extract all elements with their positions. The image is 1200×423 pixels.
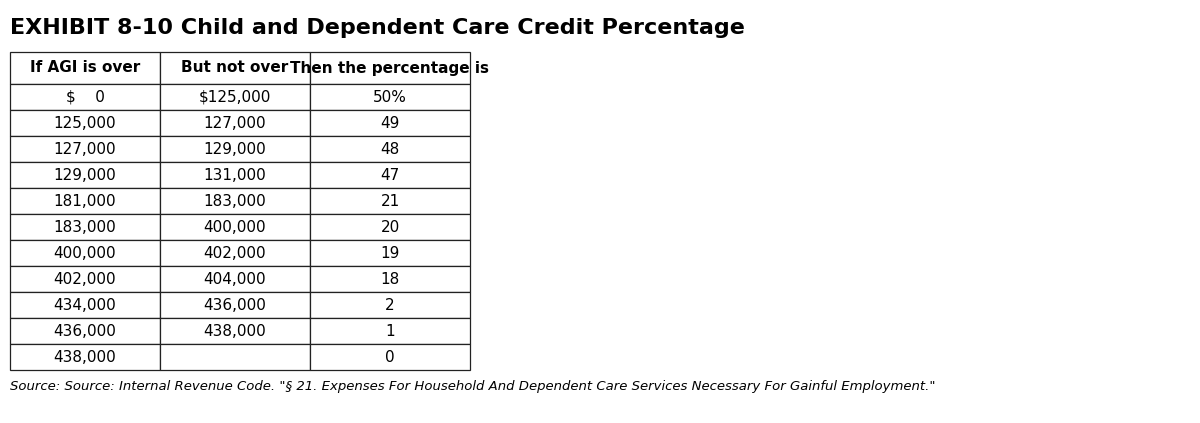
Text: 436,000: 436,000 [54,324,116,338]
Text: 2: 2 [385,297,395,313]
Bar [10,344,160,370]
Text: If AGI is over: If AGI is over [30,60,140,75]
Text: 436,000: 436,000 [204,297,266,313]
Text: 438,000: 438,000 [204,324,266,338]
Text: 48: 48 [380,142,400,157]
Text: 21: 21 [380,193,400,209]
Text: EXHIBIT 8-10 Child and Dependent Care Credit Percentage: EXHIBIT 8-10 Child and Dependent Care Cr… [10,18,745,38]
Text: 438,000: 438,000 [54,349,116,365]
Bar [10,110,160,136]
Text: 127,000: 127,000 [54,142,116,157]
Bar [310,240,470,266]
Text: 19: 19 [380,245,400,261]
Text: 131,000: 131,000 [204,168,266,182]
Text: 47: 47 [380,168,400,182]
Bar [310,52,470,84]
Bar [160,318,310,344]
Bar [310,162,470,188]
Bar [310,292,470,318]
Text: 18: 18 [380,272,400,286]
Text: 0: 0 [385,349,395,365]
Bar [10,240,160,266]
Bar [310,188,470,214]
Text: 1: 1 [385,324,395,338]
Bar [160,162,310,188]
Text: 49: 49 [380,115,400,131]
Text: 404,000: 404,000 [204,272,266,286]
Bar [160,266,310,292]
Text: 402,000: 402,000 [54,272,116,286]
Text: 400,000: 400,000 [204,220,266,234]
Text: Then the percentage is: Then the percentage is [290,60,490,75]
Bar [10,266,160,292]
Text: 183,000: 183,000 [54,220,116,234]
Text: 125,000: 125,000 [54,115,116,131]
Bar [160,240,310,266]
Bar [160,52,310,84]
Bar [10,292,160,318]
Text: 402,000: 402,000 [204,245,266,261]
Bar [310,84,470,110]
Bar [160,188,310,214]
Bar [310,318,470,344]
Text: 181,000: 181,000 [54,193,116,209]
Bar [10,84,160,110]
Bar [10,318,160,344]
Bar [160,292,310,318]
Bar [10,188,160,214]
Bar [160,136,310,162]
Bar [310,136,470,162]
Bar [10,214,160,240]
Bar [160,214,310,240]
Text: 129,000: 129,000 [204,142,266,157]
Text: 20: 20 [380,220,400,234]
Text: 400,000: 400,000 [54,245,116,261]
Bar [310,110,470,136]
Bar [310,214,470,240]
Bar [160,344,310,370]
Text: 127,000: 127,000 [204,115,266,131]
Bar [310,344,470,370]
Text: Source: Source: Internal Revenue Code. "§ 21. Expenses For Household And Depende: Source: Source: Internal Revenue Code. "… [10,380,936,393]
Bar [10,162,160,188]
Text: $125,000: $125,000 [199,90,271,104]
Text: 183,000: 183,000 [204,193,266,209]
Bar [160,84,310,110]
Bar [10,136,160,162]
Text: 50%: 50% [373,90,407,104]
Text: But not over: But not over [181,60,289,75]
Text: 434,000: 434,000 [54,297,116,313]
Bar [10,52,160,84]
Text: 129,000: 129,000 [54,168,116,182]
Bar [160,110,310,136]
Bar [310,266,470,292]
Text: $    0: $ 0 [66,90,104,104]
